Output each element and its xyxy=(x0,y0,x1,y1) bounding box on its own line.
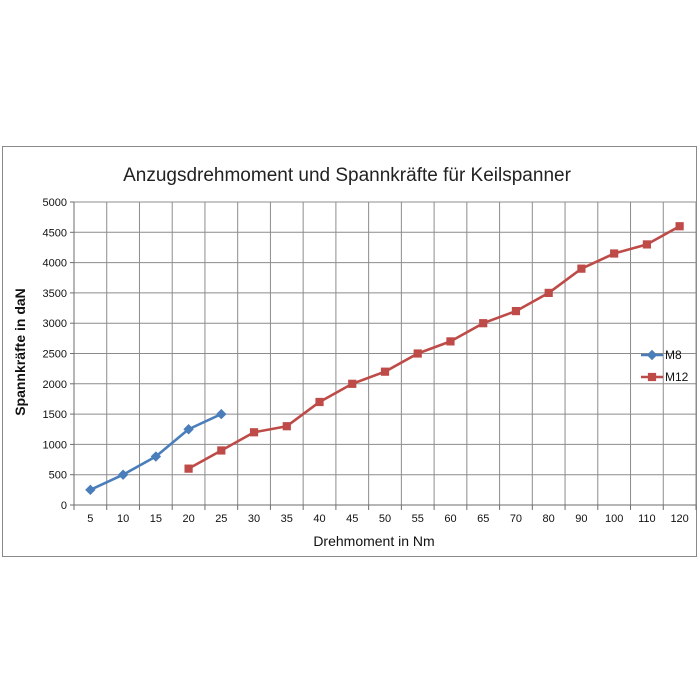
x-tick-label: 100 xyxy=(605,513,623,525)
x-tick-label: 110 xyxy=(638,513,656,525)
data-point-m12 xyxy=(315,397,324,407)
chart-frame: Anzugsdrehmoment und Spannkräfte für Kei… xyxy=(2,146,697,557)
chart-title: Anzugsdrehmoment und Spannkräfte für Kei… xyxy=(123,165,571,186)
data-point-m12 xyxy=(249,428,259,437)
x-tick-labels: 5 10 15 20 25 30 35 40 45 50 55 60 65 70 80 90 100 110 120 xyxy=(87,513,689,525)
x-tick-label: 120 xyxy=(670,513,688,525)
x-tick-label: 90 xyxy=(575,513,587,525)
y-tick-label: 2000 xyxy=(43,379,67,391)
y-tick-label: 1500 xyxy=(43,409,67,421)
x-tick-label: 5 xyxy=(87,513,93,525)
data-point-m12 xyxy=(413,349,422,358)
y-tick-label: 5000 xyxy=(43,197,67,209)
y-tick-label: 2500 xyxy=(43,349,67,361)
legend: M8 M12 xyxy=(641,348,689,384)
y-tick-label: 4000 xyxy=(43,258,67,270)
data-point-m12 xyxy=(380,367,390,376)
axes xyxy=(70,201,697,510)
y-tick-labels: 0 500 1000 1500 2000 2500 3000 3500 4000 4500 5000 xyxy=(43,197,67,512)
data-point-m8 xyxy=(216,408,227,420)
data-point-m8 xyxy=(85,484,96,496)
series-m12 xyxy=(184,222,684,473)
x-tick-label: 70 xyxy=(510,513,522,525)
grid xyxy=(74,201,697,505)
data-point-m12 xyxy=(217,446,226,455)
data-point-m12 xyxy=(544,288,553,298)
legend-marker xyxy=(646,349,658,361)
chart-svg: Anzugsdrehmoment und Spannkräfte für Kei… xyxy=(12,165,697,549)
x-tick-label: 25 xyxy=(215,513,227,525)
data-point-m12 xyxy=(610,249,619,258)
x-tick-label: 40 xyxy=(313,513,325,525)
legend-label: M12 xyxy=(665,370,689,384)
legend-label: M8 xyxy=(665,348,682,362)
x-tick-label: 20 xyxy=(182,513,194,525)
x-axis-label: Drehmoment in Nm xyxy=(313,533,434,549)
data-point-m12 xyxy=(446,337,455,346)
series-line-m12 xyxy=(187,225,681,470)
data-point-m12 xyxy=(642,240,651,249)
data-point-m8 xyxy=(150,451,162,462)
data-point-m8 xyxy=(117,469,129,480)
x-tick-label: 30 xyxy=(248,513,260,525)
legend-item-m12: M12 xyxy=(641,370,689,384)
y-tick-label: 4500 xyxy=(43,227,67,239)
data-point-m12 xyxy=(577,264,586,273)
x-tick-label: 50 xyxy=(379,513,391,525)
y-tick-label: 500 xyxy=(49,470,67,482)
data-point-m8 xyxy=(183,424,194,435)
series-m8 xyxy=(85,408,227,496)
x-tick-label: 55 xyxy=(412,513,424,525)
data-point-m12 xyxy=(184,464,193,473)
x-tick-label: 65 xyxy=(477,513,489,525)
legend-item-m8: M8 xyxy=(641,348,682,362)
y-tick-label: 0 xyxy=(61,500,67,512)
x-tick-label: 60 xyxy=(444,513,456,525)
y-tick-label: 3000 xyxy=(43,318,67,330)
x-tick-label: 10 xyxy=(117,513,129,525)
series-group xyxy=(85,222,684,496)
y-tick-label: 1000 xyxy=(43,439,67,451)
x-tick-label: 15 xyxy=(150,513,162,525)
data-point-m12 xyxy=(348,379,357,388)
data-point-m12 xyxy=(675,222,684,231)
x-tick-label: 35 xyxy=(281,513,293,525)
data-point-m12 xyxy=(479,319,488,328)
y-axis-label: Spannkräfte in daN xyxy=(12,288,28,416)
x-tick-label: 45 xyxy=(346,513,358,525)
x-tick-label: 80 xyxy=(543,513,555,525)
data-point-m12 xyxy=(511,306,521,316)
data-point-m12 xyxy=(282,422,291,431)
legend-marker xyxy=(647,372,657,382)
y-tick-label: 3500 xyxy=(43,288,67,300)
